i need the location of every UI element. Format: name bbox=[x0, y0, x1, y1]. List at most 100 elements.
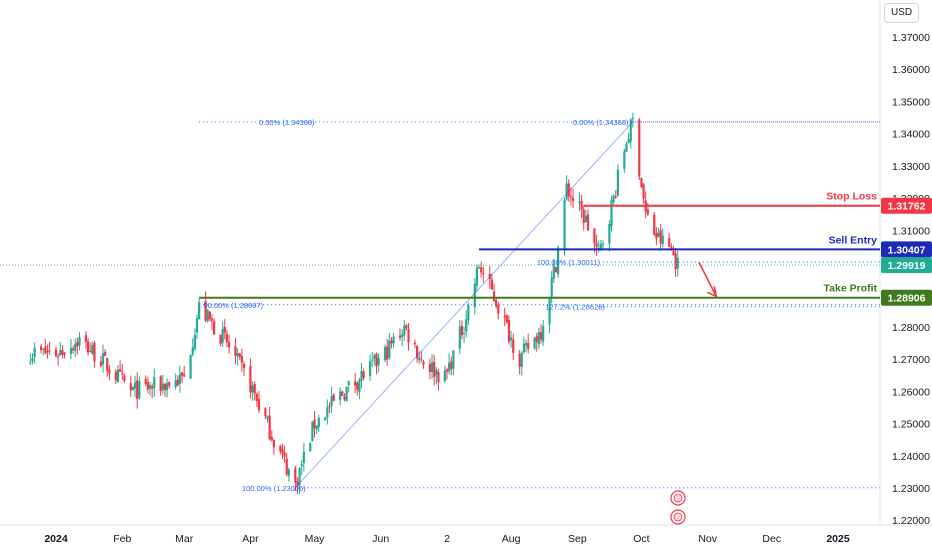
y-tick-label: 1.26000 bbox=[892, 386, 930, 398]
candle-body bbox=[234, 346, 237, 357]
x-tick-label: Aug bbox=[502, 533, 521, 545]
candle-body bbox=[33, 347, 36, 358]
candle-body bbox=[138, 380, 141, 398]
candle-body bbox=[668, 238, 671, 248]
candle-body bbox=[242, 363, 246, 369]
candle-body bbox=[31, 358, 34, 362]
candle-body bbox=[518, 353, 521, 368]
candle-body bbox=[495, 300, 498, 307]
candle-body bbox=[482, 273, 485, 275]
candle-body bbox=[625, 143, 628, 152]
y-tick-label: 1.24000 bbox=[892, 451, 930, 463]
candle-body bbox=[672, 250, 675, 255]
target-level-title: Take Profit bbox=[824, 283, 878, 295]
candle-body bbox=[358, 379, 361, 392]
x-tick-label: May bbox=[305, 533, 326, 545]
candle-body bbox=[253, 383, 256, 394]
candle-body bbox=[638, 119, 641, 177]
candle-body bbox=[84, 335, 88, 342]
economic-event-icon[interactable] bbox=[670, 490, 686, 506]
candle-body bbox=[435, 369, 438, 375]
candle-body bbox=[210, 318, 214, 321]
candle-body bbox=[136, 380, 139, 399]
candle-body bbox=[507, 319, 511, 342]
candle-body bbox=[569, 196, 573, 198]
current-price-tag-text: 1.29919 bbox=[888, 260, 926, 272]
candle-body bbox=[300, 464, 303, 467]
candle-body bbox=[133, 382, 137, 389]
y-tick-label: 1.36000 bbox=[892, 64, 930, 76]
candle-body bbox=[123, 375, 126, 381]
candle-body bbox=[659, 230, 662, 244]
candle-body bbox=[354, 381, 357, 386]
candle-body bbox=[341, 391, 344, 396]
candle-body bbox=[670, 247, 673, 250]
candle-body bbox=[548, 298, 551, 325]
fib-level-label: 100.00% (1.23006) bbox=[242, 484, 306, 493]
candle-body bbox=[373, 355, 376, 359]
candle-body bbox=[422, 361, 425, 365]
candle-body bbox=[86, 341, 90, 353]
candle-body bbox=[225, 333, 229, 343]
candle-body bbox=[148, 385, 152, 389]
candle-body bbox=[238, 353, 241, 357]
fib-level-label: 127.2% (1.28628) bbox=[545, 303, 605, 312]
candle-body bbox=[537, 332, 540, 344]
x-tick-label: Apr bbox=[242, 533, 259, 545]
candle-body bbox=[131, 386, 135, 391]
candle-body bbox=[522, 343, 526, 353]
candle-body bbox=[59, 350, 62, 356]
candle-body bbox=[418, 357, 421, 361]
x-tick-label: 2 bbox=[444, 533, 450, 545]
candle-body bbox=[93, 342, 96, 362]
candle-body bbox=[356, 382, 359, 390]
candle-body bbox=[71, 348, 75, 351]
candle-body bbox=[676, 258, 679, 269]
candle-body bbox=[392, 336, 395, 344]
y-tick-label: 1.33000 bbox=[892, 161, 930, 173]
candle-body bbox=[386, 346, 389, 360]
candle-body bbox=[198, 302, 201, 320]
candle-body bbox=[567, 183, 570, 197]
currency-selector[interactable]: USD bbox=[884, 3, 919, 23]
candle-body bbox=[460, 325, 464, 336]
candle-body bbox=[398, 335, 402, 338]
y-tick-label: 1.37000 bbox=[892, 32, 930, 44]
candle-body bbox=[29, 362, 32, 364]
x-tick-label: Mar bbox=[175, 533, 194, 545]
candle-body bbox=[129, 383, 132, 391]
candle-body bbox=[168, 381, 171, 386]
us-flag-event-icon[interactable] bbox=[670, 509, 686, 525]
candle-body bbox=[309, 443, 312, 451]
candle-body bbox=[281, 449, 284, 454]
candle-body bbox=[240, 355, 243, 363]
candle-body bbox=[616, 169, 620, 196]
candle-body bbox=[118, 369, 122, 372]
x-tick-label: Dec bbox=[762, 533, 781, 545]
candle-body bbox=[106, 357, 109, 371]
candle-body bbox=[629, 119, 632, 142]
entry-price-tag-text: 1.30407 bbox=[888, 244, 926, 256]
candle-body bbox=[407, 329, 410, 343]
candle-body bbox=[492, 291, 496, 301]
candle-body bbox=[443, 370, 446, 382]
candle-body bbox=[557, 247, 560, 274]
candle-body bbox=[586, 214, 590, 231]
target-price-tag bbox=[881, 289, 932, 306]
candle-body bbox=[503, 315, 506, 318]
candle-body bbox=[601, 243, 605, 245]
candle-body bbox=[270, 436, 273, 441]
candle-body bbox=[61, 349, 64, 355]
candle-body bbox=[582, 209, 585, 224]
candle-body bbox=[339, 391, 342, 401]
candle-body bbox=[345, 386, 348, 402]
candle-body bbox=[584, 215, 587, 223]
candle-body bbox=[302, 451, 305, 464]
candle-body bbox=[458, 326, 461, 349]
candle-body bbox=[580, 201, 583, 210]
stop-price-tag-text: 1.31762 bbox=[888, 201, 926, 213]
candle-body bbox=[401, 334, 404, 338]
candle-body bbox=[69, 347, 73, 354]
